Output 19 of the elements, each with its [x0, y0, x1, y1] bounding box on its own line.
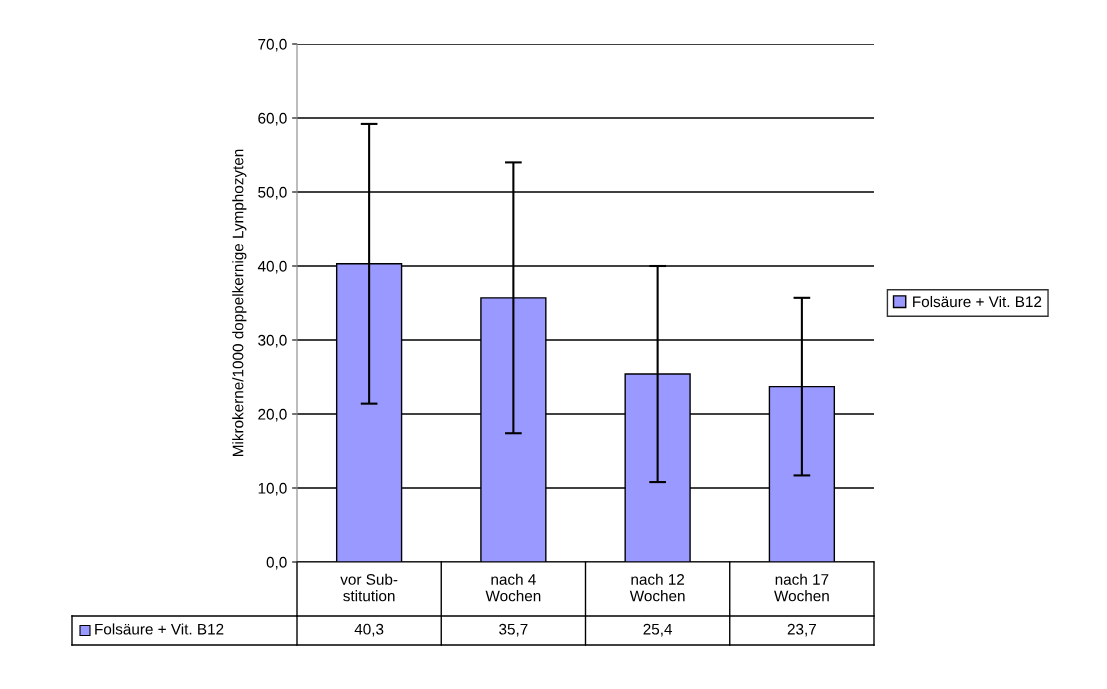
y-axis-title: Mikrokerne/1000 doppelkernige Lymphozyten — [232, 149, 247, 457]
x-tick-label: nach 17 Wochen — [774, 573, 829, 602]
y-tick-label: 60,0 — [258, 112, 287, 126]
text: 25,4 — [643, 623, 673, 637]
text: 35,7 — [499, 623, 528, 637]
y-tick-label: 20,0 — [258, 408, 287, 422]
y-tick-label: 0,0 — [266, 556, 287, 570]
legend-label: Folsäure + Vit. B12 — [913, 295, 1042, 308]
y-tick-label: 50,0 — [258, 186, 287, 200]
text: 40,3 — [354, 623, 384, 637]
x-tick-label: vor Sub- stitution — [340, 573, 398, 602]
text: Folsäure + Vit. B12 — [95, 623, 224, 635]
y-tick-label: 30,0 — [258, 334, 287, 348]
x-tick-label: nach 12 Wochen — [629, 573, 685, 602]
y-tick-label: 40,0 — [257, 260, 287, 274]
y-tick-label: 10,0 — [258, 482, 287, 496]
y-tick-label: 70,0 — [258, 38, 287, 52]
x-tick-label: nach 4 Wochen — [485, 573, 541, 602]
text: 23,7 — [787, 623, 816, 637]
